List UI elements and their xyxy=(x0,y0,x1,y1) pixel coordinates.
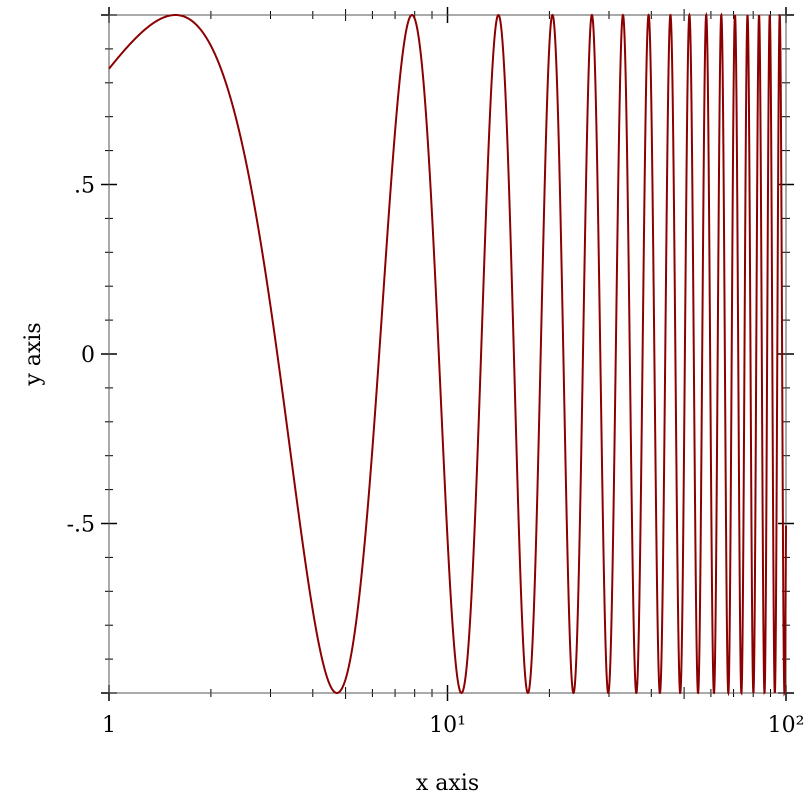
y-tick-label: -.5 xyxy=(67,513,95,538)
y-tick-label: 0 xyxy=(81,343,95,368)
x-tick-label: 10² xyxy=(768,713,805,738)
x-tick-label: 10¹ xyxy=(429,713,466,738)
y-tick-label: .5 xyxy=(74,174,95,199)
y-axis-label: y axis xyxy=(21,322,46,386)
series-line xyxy=(108,11,787,697)
x-axis-label: x axis xyxy=(416,771,479,796)
plot-frame xyxy=(108,14,787,694)
ticks xyxy=(101,7,794,701)
tick-labels: 1 10¹ 10² .5 0 -.5 xyxy=(67,174,805,739)
x-tick-label: 1 xyxy=(102,713,116,738)
